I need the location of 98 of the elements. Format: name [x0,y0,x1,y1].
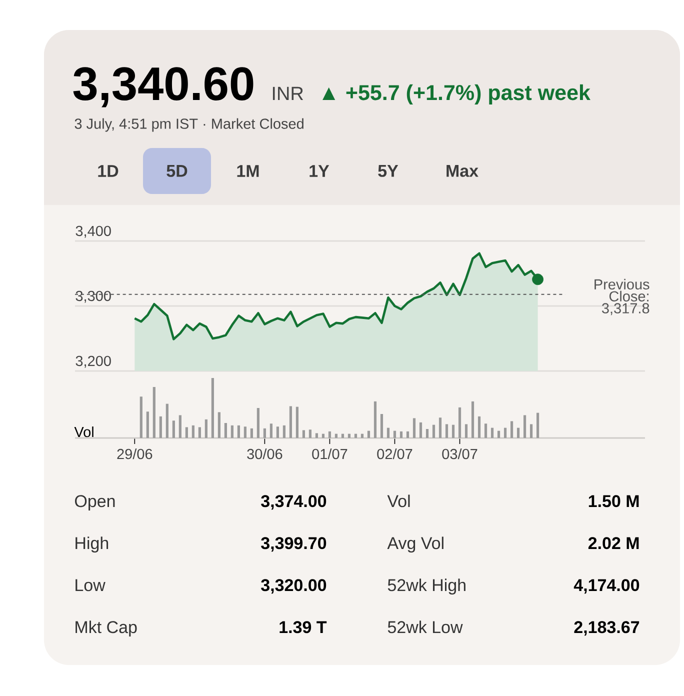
bar [256,408,260,438]
bar [289,406,292,438]
bar [374,401,377,438]
bar [348,434,351,438]
ref-line-label: Previous Close: 3,317.8 [594,278,650,316]
bar [360,434,364,438]
x-tick-label: 03/07 [442,448,478,460]
bar [458,407,462,438]
bar [341,434,344,438]
bar [152,386,156,438]
text: 1D [98,165,118,177]
text: High [76,536,108,553]
bar [244,426,246,438]
bar [386,428,390,438]
x-tick-label: 29/06 [117,448,152,460]
text: 1Y [310,165,330,177]
bar [432,424,436,438]
bar [426,428,429,438]
bar [400,431,403,438]
bar [270,424,272,438]
y-tick-label: 3,400 [76,226,111,238]
x-tick-label: 30/06 [247,448,282,460]
y-tick-label: 3,300 [76,290,111,303]
bar [140,396,142,438]
bar [276,426,280,438]
text: Max [446,165,478,177]
bar [510,421,514,438]
y-axis-title: Vol [74,426,94,438]
bar [178,415,182,438]
bar [530,424,533,438]
bar [536,412,540,438]
bar [166,404,168,438]
bar [516,428,520,438]
chart-title: 3,340.60 [73,67,254,108]
bar [406,431,410,438]
text: 1.39 T [280,621,327,634]
bar [204,419,208,438]
bar [198,427,201,438]
bar [334,434,338,438]
bar [464,424,468,438]
bar [497,430,500,438]
bar [192,425,194,438]
bar [237,425,240,438]
text: 2.02 M [588,537,639,550]
bar [478,416,481,438]
x-tick-label: 02/07 [377,448,412,460]
bar [328,431,332,438]
bar [438,418,442,438]
text: 3,399.70 [261,537,326,552]
text: 52wk High [388,578,466,595]
bar [282,425,286,438]
text: Avg Vol [387,536,444,553]
bar [523,415,526,438]
bar [146,412,149,438]
bar [419,422,422,438]
bar [380,414,384,438]
text: 3,374.00 [261,495,326,510]
bar [504,428,507,438]
bar [471,401,474,438]
bar [263,428,266,438]
bar [393,430,396,438]
bar [490,428,494,438]
text: 52wk Low [388,620,463,634]
y-tick-label: 3,200 [76,356,111,368]
bar [484,424,488,438]
bar [445,424,448,438]
text: 4,174.00 [574,579,640,594]
text: 5Y [378,165,398,177]
bar [250,428,253,438]
text: Low [76,579,106,592]
bar [354,434,358,438]
text: 1.50 M [588,495,639,508]
x-tick-label: 01/07 [312,448,348,460]
bar [218,412,220,438]
text: ▲ +55.7 (+1.7%) past week [322,84,590,104]
text: 3,320.00 [261,579,326,594]
bar [185,427,188,438]
bar [315,433,318,438]
bar [367,430,370,438]
bar [322,434,325,438]
text: 5D [166,165,188,177]
bar [308,430,312,438]
text: Mkt Cap [76,620,137,637]
bar [230,425,234,438]
text: 2,183.67 [574,621,640,636]
bar [296,406,299,438]
bar [224,422,227,438]
chart-subtitle: 3 July, 4:51 pm IST · Market Closed [74,118,304,132]
bar [452,424,455,438]
text: Vol [387,494,410,508]
text: Open [75,495,115,511]
bar [172,420,175,438]
bar [159,416,162,438]
bar [412,418,416,438]
bar [211,378,214,438]
bar [302,430,306,438]
text: INR [272,86,304,100]
text: 1M [237,165,259,177]
